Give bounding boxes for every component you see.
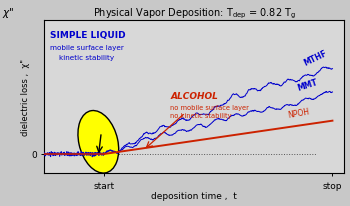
- Text: no mobile surface layer: no mobile surface layer: [170, 104, 249, 110]
- Y-axis label: dielectric loss ,  χ": dielectric loss , χ": [21, 59, 29, 136]
- Title: Physical Vapor Deposition: T$_{\mathrm{dep}}$ = 0.82 T$_{\mathrm{g}}$: Physical Vapor Deposition: T$_{\mathrm{d…: [93, 7, 296, 21]
- Text: ALCOHOL: ALCOHOL: [170, 91, 218, 101]
- Ellipse shape: [78, 111, 119, 173]
- Text: MTHF: MTHF: [302, 49, 329, 68]
- X-axis label: deposition time ,  t: deposition time , t: [152, 192, 237, 200]
- Text: mobile surface layer: mobile surface layer: [50, 45, 124, 51]
- Text: kinetic stability: kinetic stability: [59, 55, 114, 61]
- Text: no kinetic stability: no kinetic stability: [170, 113, 232, 119]
- Text: MMT: MMT: [296, 77, 319, 92]
- Text: $\chi$": $\chi$": [2, 6, 14, 20]
- Text: NPOH: NPOH: [287, 107, 311, 119]
- Text: SIMPLE LIQUID: SIMPLE LIQUID: [50, 31, 126, 40]
